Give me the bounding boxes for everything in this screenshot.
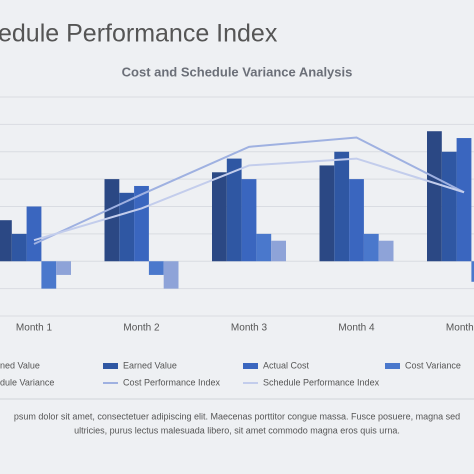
bar xyxy=(104,179,120,262)
bar xyxy=(241,179,257,262)
legend-swatch xyxy=(103,363,118,369)
bar xyxy=(256,233,272,262)
x-tick-label: Month 3 xyxy=(231,323,268,334)
bar xyxy=(471,261,474,282)
legend-swatch xyxy=(385,363,400,369)
chart-title: Cost and Schedule Variance Analysis xyxy=(122,64,353,79)
legend-label: Actual Cost xyxy=(263,360,310,370)
footer-text: ultricies, purus lectus malesuada libero… xyxy=(74,425,400,435)
x-tick-label: Month 1 xyxy=(16,323,53,334)
bar xyxy=(11,233,27,262)
x-tick-label: Month 2 xyxy=(123,323,160,334)
bar xyxy=(378,240,394,262)
bar xyxy=(363,233,379,262)
legend-label: dule Variance xyxy=(0,377,54,387)
bar xyxy=(163,261,179,289)
legend-label: Schedule Performance Index xyxy=(263,377,380,387)
legend-label: Earned Value xyxy=(123,360,177,370)
bar xyxy=(349,179,364,262)
bar xyxy=(41,261,57,289)
bar xyxy=(456,138,472,262)
bar xyxy=(212,172,227,262)
line xyxy=(33,136,465,245)
bar xyxy=(334,151,350,262)
legend-label: ned Value xyxy=(0,360,40,370)
bar xyxy=(134,185,149,262)
legend-swatch xyxy=(243,363,258,369)
bar xyxy=(441,151,457,262)
bar xyxy=(56,261,71,275)
bar xyxy=(226,158,242,262)
bar xyxy=(271,240,286,262)
slide-title: edule Performance Index xyxy=(0,20,278,48)
legend-label: Cost Variance xyxy=(405,360,461,370)
x-tick-label: Month 4 xyxy=(338,323,375,334)
bar xyxy=(0,220,12,262)
x-tick-label: Month 5 xyxy=(446,323,474,334)
bar xyxy=(148,261,164,275)
bar xyxy=(319,165,335,262)
footer-text: psum dolor sit amet, consectetuer adipis… xyxy=(14,411,460,421)
bar xyxy=(427,131,442,262)
bar xyxy=(26,206,42,262)
bar xyxy=(119,192,135,262)
legend-label: Cost Performance Index xyxy=(123,377,221,387)
line xyxy=(33,157,465,242)
